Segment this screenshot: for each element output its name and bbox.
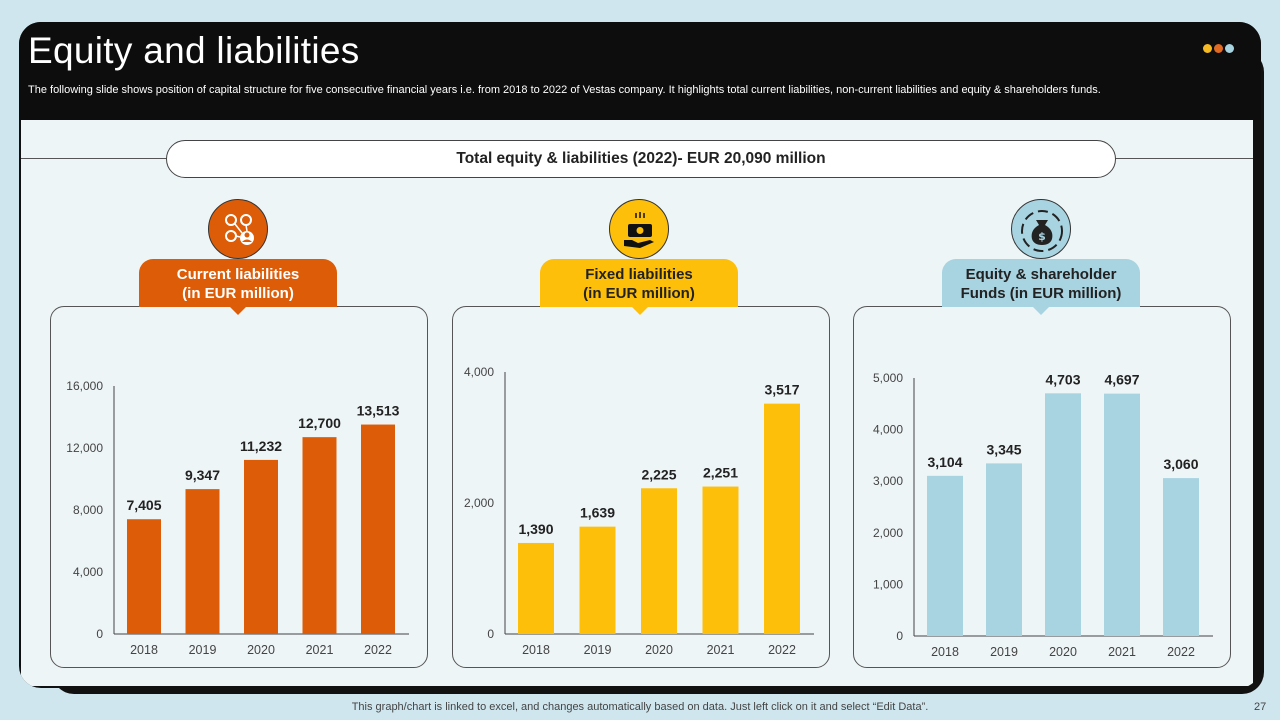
y-tick-label: 5,000	[873, 371, 903, 385]
x-tick-label: 2022	[1167, 645, 1195, 659]
data-label: 9,347	[185, 467, 220, 483]
y-tick-label: 4,000	[464, 365, 494, 379]
page-title: Equity and liabilities	[28, 30, 360, 71]
data-label: 3,104	[927, 454, 962, 470]
y-tick-label: 12,000	[66, 441, 103, 455]
bar	[185, 489, 220, 634]
data-label: 4,703	[1045, 371, 1080, 387]
tab-current-liabilities: Current liabilities (in EUR million)	[139, 259, 337, 307]
x-tick-label: 2022	[364, 643, 392, 657]
x-tick-label: 2019	[584, 643, 612, 657]
tab-pointer	[230, 307, 246, 315]
data-label: 12,700	[298, 415, 341, 431]
chart-equity-funds: 0 1,000 2,000 3,000 4,000 5,000 3,104 2018 3,345…	[873, 371, 1213, 659]
y-tick-label: 8,000	[73, 503, 103, 517]
chart-fixed-liabilities: 0 2,000 4,000 1,390 2018 1,639 2019 2,225 2020 2,…	[464, 365, 814, 657]
page-number: 27	[1254, 701, 1267, 713]
footer-note: This graph/chart is linked to excel, and…	[351, 701, 929, 713]
tab-equity-funds: Equity & shareholder Funds (in EUR milli…	[942, 259, 1140, 307]
money-bag-cycle-icon: $	[1011, 199, 1071, 259]
y-tick-label: 16,000	[66, 379, 103, 393]
money-network-icon	[208, 199, 268, 259]
y-tick-label: 0	[487, 627, 494, 641]
svg-text:$: $	[1038, 230, 1046, 243]
y-tick-label: 1,000	[873, 577, 903, 591]
bar	[518, 542, 554, 634]
bar	[127, 519, 161, 634]
tab-title-line1: Equity & shareholder	[965, 266, 1117, 283]
slide-header: Equity and liabilities The following sli…	[19, 22, 1261, 120]
data-label: 7,405	[126, 497, 161, 513]
tab-title-line2: Funds (in EUR million)	[960, 285, 1122, 302]
data-label: 3,517	[764, 382, 799, 398]
data-label: 3,345	[986, 441, 1021, 457]
tab-title-line2: (in EUR million)	[182, 285, 294, 302]
x-tick-label: 2020	[1049, 645, 1077, 659]
data-label: 11,232	[240, 438, 282, 454]
dot-blue-icon	[1225, 44, 1234, 53]
x-tick-label: 2021	[707, 643, 735, 657]
x-tick-label: 2019	[189, 643, 217, 657]
dot-yellow-icon	[1203, 44, 1212, 53]
chart-current-liabilities: 0 4,000 8,000 12,000 16,000 7,405 2018 9,347 201…	[66, 379, 409, 657]
x-tick-label: 2021	[1108, 645, 1136, 659]
bar	[927, 475, 963, 636]
x-tick-label: 2021	[306, 643, 334, 657]
tab-title-line1: Fixed liabilities	[585, 266, 693, 283]
bar	[702, 486, 739, 634]
bar	[361, 424, 395, 634]
total-banner: Total equity & liabilities (2022)- EUR 2…	[166, 140, 1116, 178]
bar	[1104, 393, 1140, 636]
data-label: 3,060	[1163, 456, 1198, 472]
y-tick-label: 3,000	[873, 474, 903, 488]
x-tick-label: 2020	[247, 643, 275, 657]
y-tick-label: 0	[896, 629, 903, 643]
y-tick-label: 4,000	[873, 423, 903, 437]
y-tick-label: 0	[96, 627, 103, 641]
tab-fixed-liabilities: Fixed liabilities (in EUR million)	[540, 259, 738, 307]
page-subtitle: The following slide shows position of ca…	[28, 84, 1101, 96]
x-tick-label: 2019	[990, 645, 1018, 659]
data-label: 13,513	[357, 403, 400, 419]
tab-title-line1: Current liabilities	[176, 266, 300, 283]
cash-hand-icon	[609, 199, 669, 259]
bar	[244, 459, 278, 634]
bar	[579, 526, 616, 634]
tab-pointer	[1033, 307, 1049, 315]
dot-orange-icon	[1214, 44, 1223, 53]
x-tick-label: 2020	[645, 643, 673, 657]
x-tick-label: 2018	[130, 643, 158, 657]
bar	[302, 437, 337, 634]
y-tick-label: 2,000	[873, 526, 903, 540]
data-label: 2,251	[703, 465, 738, 481]
data-label: 4,697	[1104, 372, 1139, 388]
bar	[641, 488, 677, 634]
x-tick-label: 2022	[768, 643, 796, 657]
decorative-dots	[1203, 40, 1236, 58]
bar	[1163, 478, 1199, 636]
bar	[1045, 393, 1081, 636]
tab-pointer	[632, 307, 648, 315]
bar	[986, 463, 1022, 636]
y-tick-label: 2,000	[464, 496, 494, 510]
data-label: 1,390	[518, 521, 553, 537]
x-tick-label: 2018	[931, 645, 959, 659]
data-label: 2,225	[641, 466, 676, 482]
x-tick-label: 2018	[522, 643, 550, 657]
data-label: 1,639	[580, 505, 615, 521]
bar	[764, 403, 800, 634]
y-tick-label: 4,000	[73, 565, 103, 579]
tab-title-line2: (in EUR million)	[583, 285, 695, 302]
